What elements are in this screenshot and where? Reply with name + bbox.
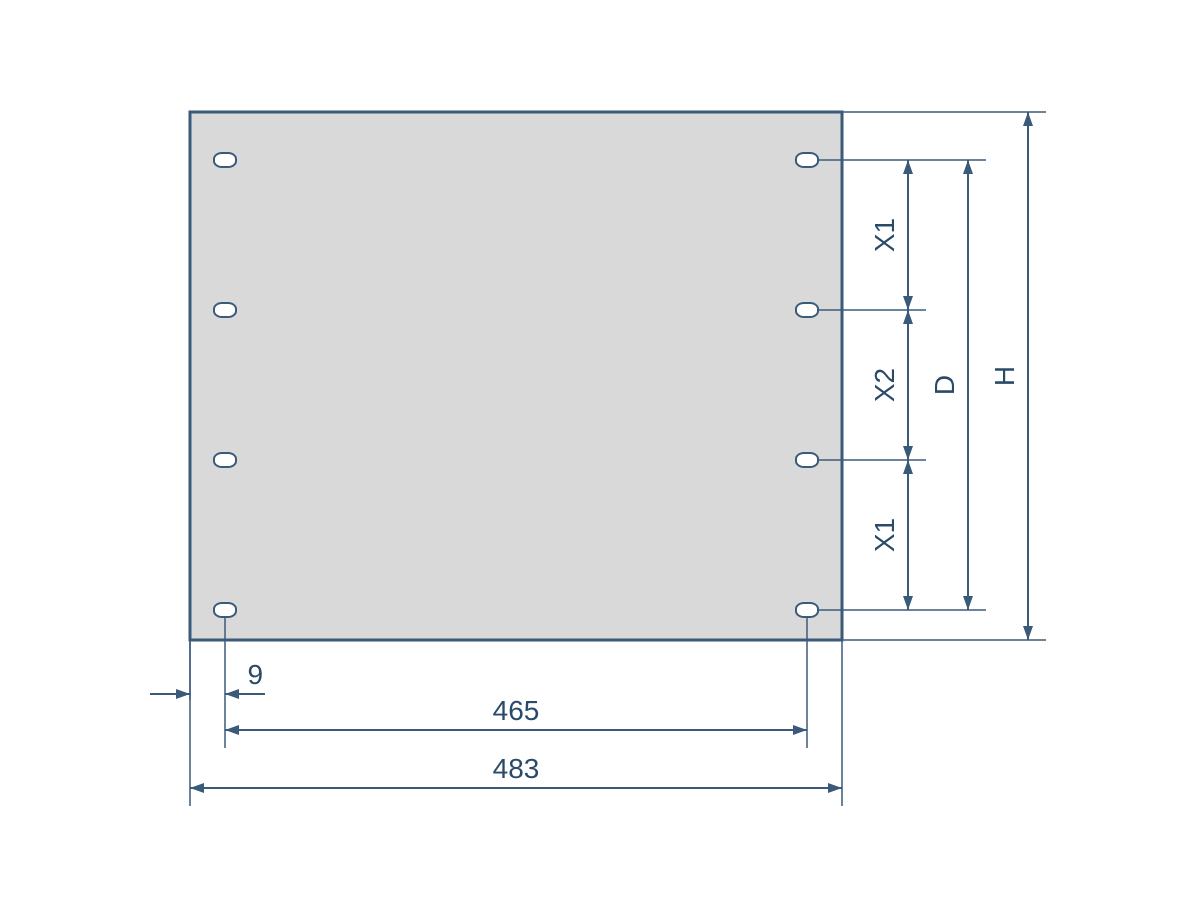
dim-D-label: D [929, 375, 960, 395]
dim-H-label: H [989, 366, 1020, 386]
mounting-slot [214, 603, 236, 617]
panel-body [190, 112, 842, 640]
mounting-slot [796, 153, 818, 167]
mounting-slot [796, 603, 818, 617]
dim-9-label: 9 [248, 659, 264, 690]
dim-X1-upper-label: X1 [869, 218, 900, 252]
mounting-slot [796, 453, 818, 467]
mounting-slot [214, 453, 236, 467]
mounting-slot [214, 153, 236, 167]
mounting-slot [214, 303, 236, 317]
technical-drawing: 9 465 483 X1 X2 X1 D H [0, 0, 1200, 900]
dim-X1-lower-label: X1 [869, 518, 900, 552]
dim-483-label: 483 [493, 753, 540, 784]
mounting-slot [796, 303, 818, 317]
dim-465-label: 465 [493, 695, 540, 726]
dim-X2-label: X2 [869, 368, 900, 402]
